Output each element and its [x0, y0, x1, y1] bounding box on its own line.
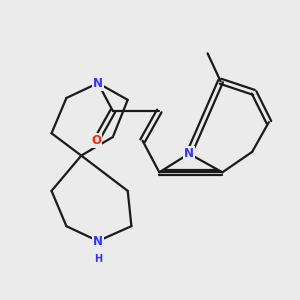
Text: N: N [93, 76, 103, 90]
Text: O: O [91, 134, 101, 147]
Text: H: H [94, 254, 102, 264]
Text: N: N [184, 147, 194, 160]
Text: N: N [93, 235, 103, 248]
